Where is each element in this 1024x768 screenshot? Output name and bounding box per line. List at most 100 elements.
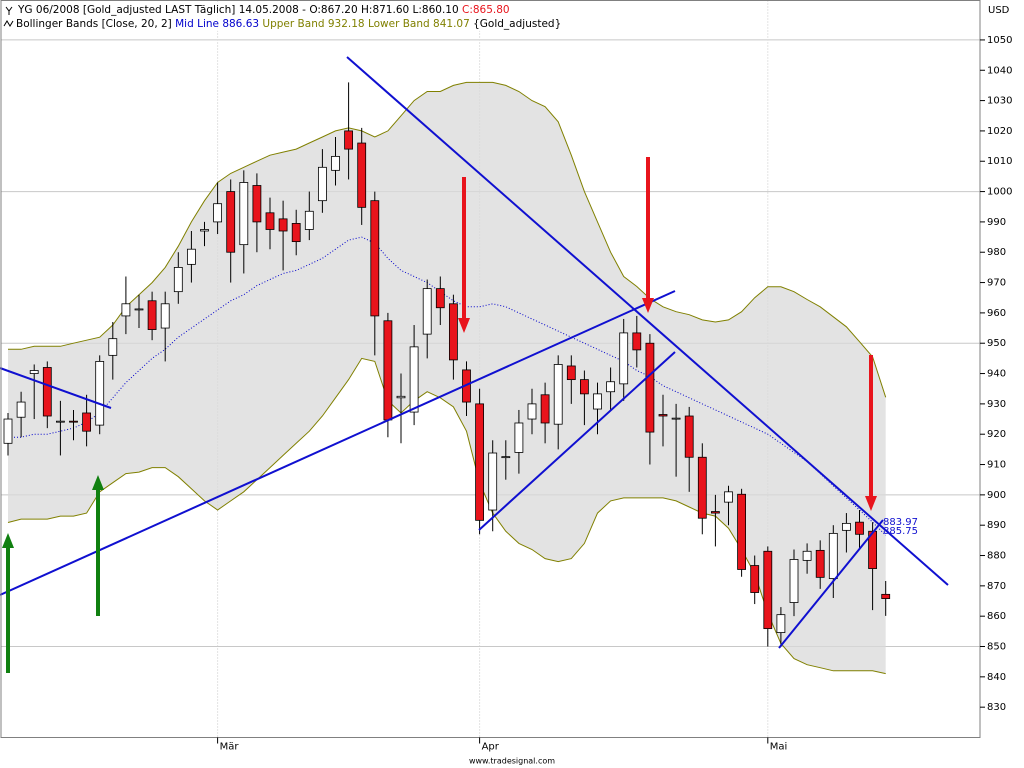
candle-body xyxy=(684,415,694,458)
y-tick-label: 850 xyxy=(987,642,1006,653)
candle-body xyxy=(396,395,406,399)
candle-body xyxy=(291,223,301,243)
candle-body xyxy=(855,521,864,535)
y-tick-label: 1020 xyxy=(987,126,1012,137)
symbol-icon xyxy=(5,6,13,15)
y-tick-label: 940 xyxy=(987,369,1006,380)
candle-body xyxy=(475,403,485,521)
candle-body xyxy=(186,248,196,265)
arrow-head xyxy=(865,496,877,511)
header-bg xyxy=(2,2,522,31)
candle-body xyxy=(750,565,760,593)
candle-body xyxy=(828,532,838,579)
candle-body xyxy=(448,303,458,361)
y-tick-label: 880 xyxy=(987,551,1006,562)
mid-line xyxy=(8,236,887,536)
candle-body xyxy=(42,367,52,417)
price-annotation: 883.97 xyxy=(883,517,918,528)
candle-body xyxy=(370,200,380,317)
candle-body xyxy=(213,203,223,223)
candle-body xyxy=(56,420,65,423)
y-tick-label: 1000 xyxy=(987,187,1012,198)
y-tick-label: 910 xyxy=(987,460,1006,471)
y-tick-label: 1030 xyxy=(987,96,1012,107)
price-annotation: 885.75 xyxy=(883,526,918,537)
upper-label: Upper Band 932.18 xyxy=(262,18,364,30)
footer: www.tradesignal.com xyxy=(469,757,555,766)
candle-body xyxy=(344,130,354,150)
y-tick-label: 950 xyxy=(987,338,1006,349)
arrow-head xyxy=(642,298,654,313)
upper-band xyxy=(8,81,887,398)
plot-frame xyxy=(0,0,981,738)
candle-body xyxy=(697,456,707,519)
candle-body xyxy=(29,370,39,374)
indicator-name: Bollinger Bands [Close, 20, 2] xyxy=(16,18,172,30)
candle-body xyxy=(671,417,681,420)
candle-body xyxy=(580,379,589,395)
y-tick-label: 1050 xyxy=(987,35,1012,46)
lower-label: Lower Band 841.07 xyxy=(368,18,470,30)
candle-body xyxy=(317,166,327,202)
y-tick-label: 840 xyxy=(987,672,1006,683)
header: YG 06/2008 [Gold_adjusted LAST Täglich] … xyxy=(2,2,561,31)
candle-body xyxy=(226,191,236,253)
y-tick-label: 870 xyxy=(987,581,1006,592)
candle-body xyxy=(763,550,773,630)
trend-line xyxy=(0,367,112,409)
trend-drawings: 883.97 885.75 xyxy=(0,56,949,673)
candle-body xyxy=(200,229,209,232)
y-tick-label: 920 xyxy=(987,429,1006,440)
y-tick-label: 960 xyxy=(987,308,1006,319)
y-tick-label: 830 xyxy=(987,702,1006,713)
candle-body xyxy=(606,381,615,393)
candle-body xyxy=(160,303,170,329)
candle-body xyxy=(527,403,537,420)
candle-body xyxy=(842,522,851,531)
trend-line xyxy=(478,351,676,531)
candle-body xyxy=(566,365,576,381)
chart-title: YG 06/2008 [Gold_adjusted LAST Täglich] … xyxy=(17,4,459,16)
candle-body xyxy=(173,266,183,293)
candle-body xyxy=(789,559,799,603)
candle-body xyxy=(16,401,26,418)
y-axis-label: USD xyxy=(988,5,1010,16)
candle-body xyxy=(134,308,144,311)
candle-body xyxy=(108,338,118,356)
candle-body xyxy=(645,342,655,433)
candle-body xyxy=(304,210,314,230)
y-tick-label: 970 xyxy=(987,278,1006,289)
candle-body xyxy=(501,456,511,459)
candle-body xyxy=(737,493,746,570)
x-tick-label: Mär xyxy=(220,742,240,753)
candle-body xyxy=(815,549,825,578)
arrow-head xyxy=(92,475,104,490)
y-tick-label: 990 xyxy=(987,217,1006,228)
trend-line xyxy=(346,56,949,586)
y-tick-label: 860 xyxy=(987,611,1006,622)
mid-label: Mid Line 886.63 xyxy=(175,18,259,30)
trend-line xyxy=(778,519,884,649)
candle-body xyxy=(724,491,733,503)
candle-body xyxy=(658,414,668,417)
candle-body xyxy=(632,332,642,351)
y-tick-label: 1040 xyxy=(987,65,1012,76)
arrow-head xyxy=(2,533,14,548)
candle-body xyxy=(776,614,786,633)
indicator-line: Bollinger Bands [Close, 20, 2] Mid Line … xyxy=(16,18,561,30)
x-tick-label: Apr xyxy=(482,742,500,753)
y-tick-label: 930 xyxy=(987,399,1006,410)
candle-body xyxy=(383,320,393,421)
candle-body xyxy=(619,332,629,385)
candle-body xyxy=(82,412,91,432)
plot-area xyxy=(1,0,980,738)
trend-line xyxy=(0,290,676,596)
candle-body xyxy=(3,418,13,444)
candle-body xyxy=(278,218,288,232)
candle-body xyxy=(881,593,891,599)
y-tick-label: 900 xyxy=(987,490,1006,501)
x-tick-label: Mai xyxy=(770,742,788,753)
candle-body xyxy=(95,361,105,426)
candle-body xyxy=(69,420,78,423)
